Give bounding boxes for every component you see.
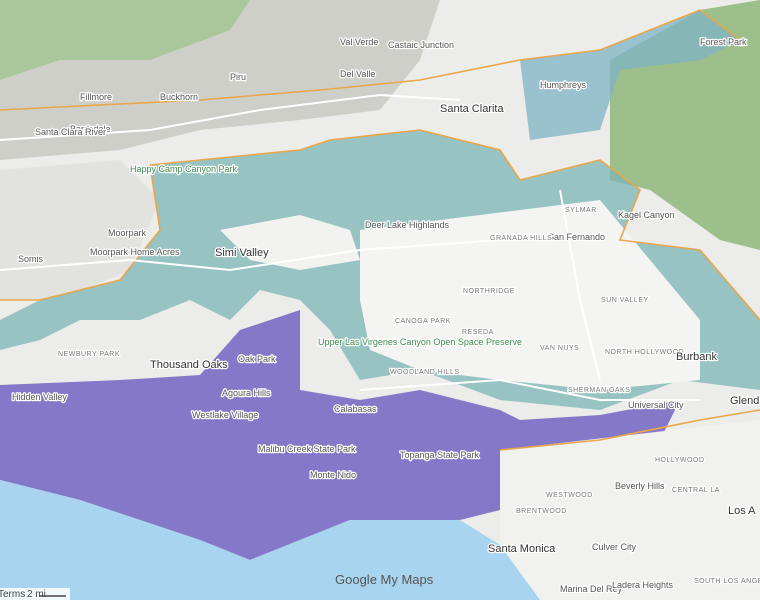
san-fernando-valley [360, 200, 700, 390]
place-label: Del Valle [340, 69, 375, 79]
place-label: Castaic Junction [388, 40, 454, 50]
place-label: Universal City [628, 400, 684, 410]
place-label: Val Verde [340, 37, 378, 47]
place-label: CENTRAL LA [672, 487, 720, 494]
place-label: NORTHRIDGE [463, 288, 515, 295]
logo: Google My Maps [335, 572, 434, 587]
valley-west [0, 160, 160, 300]
place-label: Ladera Heights [612, 580, 674, 590]
place-label: Calabasas [334, 404, 377, 414]
place-label: SHERMAN OAKS [568, 387, 630, 394]
los-angeles-basin [500, 420, 760, 600]
place-label: Monte Nido [310, 470, 356, 480]
place-label: Piru [230, 72, 246, 82]
place-label: WOODLAND HILLS [390, 369, 460, 376]
place-label: Simi Valley [215, 247, 269, 259]
ocean [0, 480, 540, 600]
purple-zone [0, 310, 680, 560]
place-label: RESEDA [462, 329, 494, 336]
place-label: GRANADA HILLS [490, 235, 552, 242]
teal-zone-north [520, 10, 740, 140]
place-label: Happy Camp Canyon Park [130, 164, 238, 174]
place-label: Hidden Valley [12, 392, 67, 402]
place-label: NORTH HOLLYWOOD [605, 349, 684, 356]
place-label: Burbank [676, 351, 717, 363]
place-label: Kagel Canyon [618, 210, 675, 220]
place-label: Oak Park [238, 354, 276, 364]
place-label: VAN NUYS [540, 345, 579, 352]
place-label: BRENTWOOD [516, 508, 567, 515]
place-label: Topanga State Park [400, 450, 480, 460]
place-label: Thousand Oaks [150, 359, 228, 371]
place-label: Bardsdale [70, 124, 111, 134]
place-label: WESTWOOD [546, 492, 593, 499]
roads [0, 93, 700, 401]
place-label: Santa Monica [488, 543, 556, 555]
place-label: SYLMAR [565, 207, 597, 214]
place-label: SUN VALLEY [601, 297, 649, 304]
place-label: Upper Las Virgenes Canyon Open Space Pre… [318, 337, 522, 347]
place-label: Forest Park [700, 37, 747, 47]
place-label: Deer Lake Highlands [365, 220, 450, 230]
place-label: Humphreys [540, 80, 587, 90]
place-label: Somis [18, 254, 44, 264]
scale-bg [0, 588, 70, 600]
terms[interactable]: Terms [0, 589, 25, 600]
place-label: San Fernando [548, 232, 605, 242]
place-label: Beverly Hills [615, 481, 665, 491]
place-label: Santa Clara River [35, 127, 106, 137]
place-label: Santa Clarita [440, 103, 504, 115]
place-label: Fillmore [80, 92, 112, 102]
boundaries [0, 9, 760, 451]
place-label: Moorpark [108, 228, 147, 238]
place-label: Agoura Hills [222, 388, 271, 398]
place-label: Glenda [730, 395, 760, 407]
place-label: HOLLYWOOD [655, 457, 705, 464]
place-label: Moorpark Home Acres [90, 247, 180, 257]
place-label: Buckhorn [160, 92, 198, 102]
scale-label: 2 mi [27, 589, 46, 600]
place-label: NEWBURY PARK [58, 351, 120, 358]
forest-northwest [0, 0, 250, 80]
place-label: Culver City [592, 542, 637, 552]
place-label: CANOGA PARK [395, 318, 451, 325]
place-label: Malibu Creek State Park [258, 444, 356, 454]
place-label: Marina Del Rey [560, 584, 623, 594]
place-label: Los A [728, 505, 756, 517]
place-label: Westlake Village [192, 410, 258, 420]
place-label: SOUTH LOS ANGELES [694, 578, 760, 585]
